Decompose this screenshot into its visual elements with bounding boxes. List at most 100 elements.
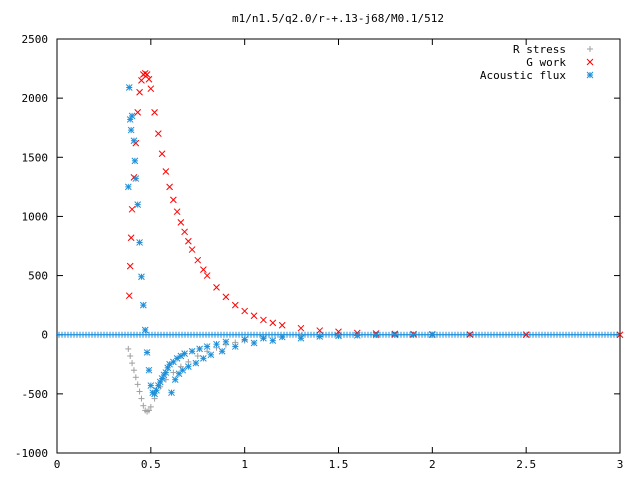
data-point xyxy=(141,326,149,334)
data-point xyxy=(200,266,207,274)
data-point xyxy=(231,301,239,309)
data-point xyxy=(179,366,187,374)
data-point xyxy=(192,359,200,367)
data-point xyxy=(241,336,249,343)
data-point xyxy=(213,340,220,348)
data-point xyxy=(138,395,145,402)
data-point xyxy=(410,331,417,339)
y-axis: -1000 -500 0 500 1000 1500 2000 2500 xyxy=(15,33,620,460)
data-point xyxy=(134,108,142,116)
series-layer xyxy=(124,69,624,415)
data-point xyxy=(241,307,249,315)
y-tick-label: -1000 xyxy=(15,447,48,460)
data-point xyxy=(316,327,324,334)
data-point xyxy=(138,273,145,281)
data-point xyxy=(297,324,305,332)
data-point xyxy=(132,175,140,182)
data-point xyxy=(131,157,139,165)
data-point xyxy=(127,234,135,242)
data-point xyxy=(140,402,147,409)
data-point xyxy=(128,205,136,213)
data-point xyxy=(164,364,172,372)
legend-marker xyxy=(587,46,593,52)
data-point xyxy=(171,376,179,384)
data-point xyxy=(185,237,192,245)
x-tick-label: 3 xyxy=(617,458,624,471)
data-point xyxy=(391,331,399,339)
data-point xyxy=(250,339,258,347)
data-point xyxy=(170,369,177,376)
data-point xyxy=(181,228,188,236)
data-point xyxy=(139,301,147,309)
data-point xyxy=(218,347,226,355)
data-point xyxy=(128,112,136,120)
data-point xyxy=(269,337,277,344)
data-point xyxy=(173,208,181,216)
data-point xyxy=(177,218,185,226)
data-point xyxy=(269,319,277,327)
data-point xyxy=(168,389,175,397)
data-point xyxy=(188,246,196,253)
y-tick-label: 1000 xyxy=(22,210,49,223)
data-point xyxy=(278,333,286,341)
data-point xyxy=(162,168,170,175)
data-point xyxy=(125,292,133,300)
data-point xyxy=(372,331,380,339)
y-tick-label: 2000 xyxy=(22,92,49,105)
data-point xyxy=(127,353,134,360)
data-point xyxy=(151,108,158,116)
x-tick-label: 2 xyxy=(429,458,436,471)
data-point xyxy=(127,126,135,134)
legend-label: G work xyxy=(526,56,566,69)
y-tick-label: 0 xyxy=(41,329,48,342)
y-tick-label: 1500 xyxy=(22,151,49,164)
data-point xyxy=(466,331,474,338)
data-point xyxy=(138,77,145,84)
data-point xyxy=(297,334,305,342)
data-point xyxy=(353,332,361,339)
legend-marker xyxy=(586,71,594,79)
data-point xyxy=(522,331,530,338)
data-point xyxy=(260,334,267,342)
data-point xyxy=(125,84,133,91)
data-point xyxy=(134,201,142,208)
data-point xyxy=(213,284,220,291)
plot-border xyxy=(56,38,621,454)
data-point xyxy=(194,353,201,360)
data-point xyxy=(143,349,151,356)
data-point xyxy=(231,343,239,350)
x-tick-label: 1.5 xyxy=(329,458,349,471)
data-point xyxy=(147,382,155,389)
data-point xyxy=(222,338,230,346)
data-point xyxy=(222,293,230,301)
data-point xyxy=(428,331,436,339)
data-point xyxy=(166,183,173,191)
data-point xyxy=(126,262,134,270)
data-point xyxy=(145,75,153,83)
data-point xyxy=(188,347,196,355)
x-tick-label: 1 xyxy=(241,458,248,471)
data-point xyxy=(335,332,342,340)
data-point xyxy=(147,403,154,410)
data-point xyxy=(185,363,192,371)
data-point xyxy=(124,183,132,191)
x-tick-label: 0 xyxy=(54,458,61,471)
data-point xyxy=(130,367,137,374)
data-point xyxy=(207,351,215,359)
legend-label: R stress xyxy=(513,43,566,56)
data-point xyxy=(194,256,202,264)
data-point xyxy=(316,333,324,340)
data-point xyxy=(132,374,139,381)
series-1 xyxy=(125,69,624,339)
data-point xyxy=(136,88,143,96)
y-tick-label: 2500 xyxy=(22,33,49,46)
data-point xyxy=(136,388,143,395)
data-point xyxy=(616,331,624,339)
data-point xyxy=(250,312,258,320)
data-point xyxy=(154,130,162,137)
y-tick-label: -500 xyxy=(22,388,49,401)
data-point xyxy=(278,321,286,329)
data-point xyxy=(181,350,188,357)
